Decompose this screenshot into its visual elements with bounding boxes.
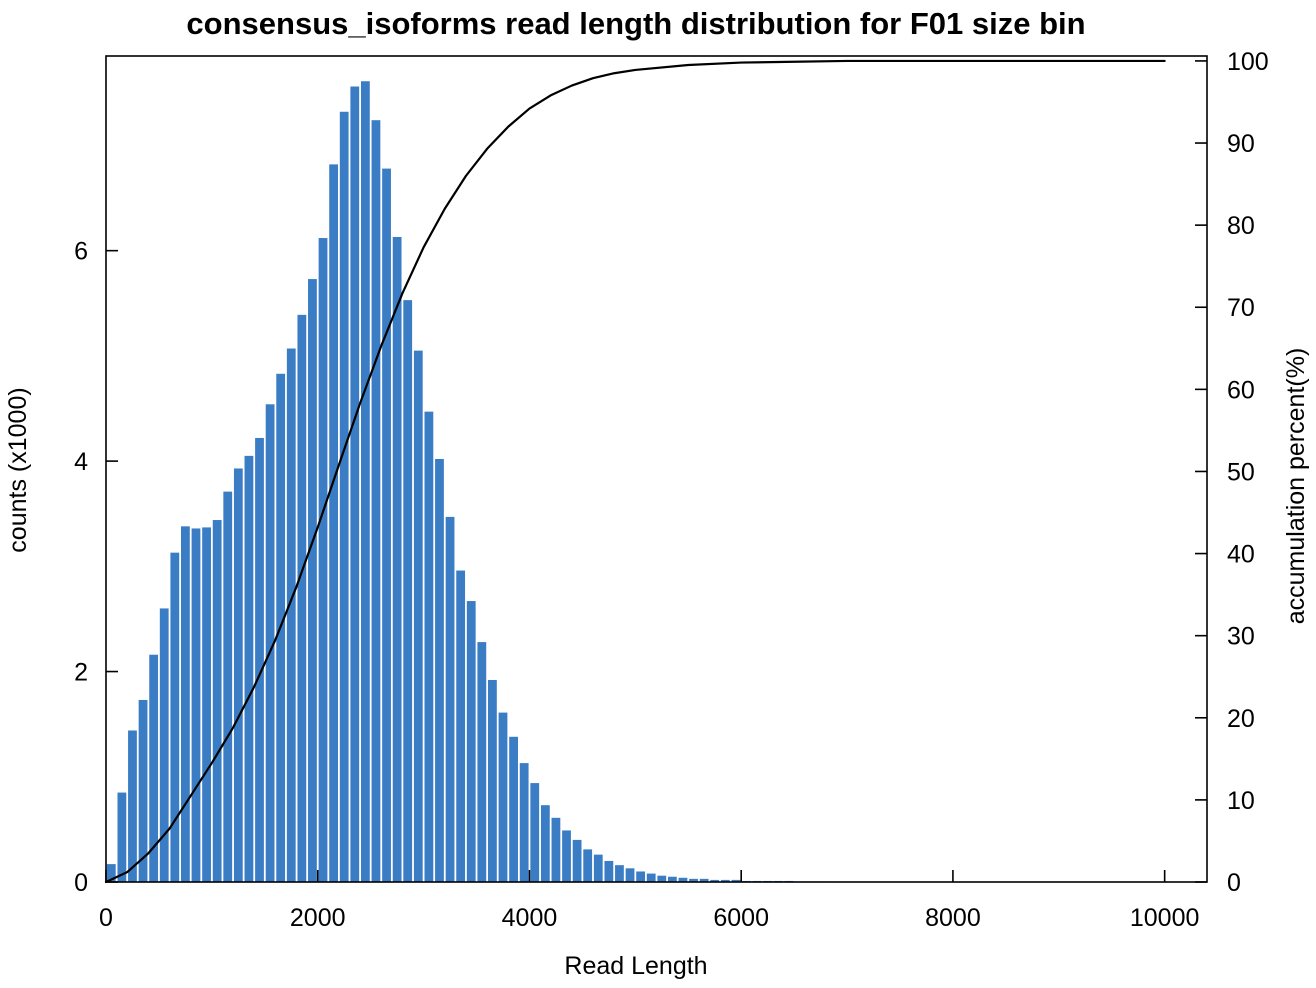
histogram-bar	[593, 854, 603, 882]
histogram-bar	[212, 520, 222, 882]
y2-tick-label: 100	[1227, 48, 1269, 76]
x-tick-label: 0	[99, 904, 113, 932]
histogram-bar	[731, 879, 741, 882]
histogram-bar	[191, 528, 201, 882]
histogram-bar	[509, 736, 518, 882]
histogram-bar	[382, 168, 391, 883]
histogram-bar	[403, 300, 413, 882]
y2-tick-label: 30	[1227, 623, 1255, 651]
histogram-bar	[170, 552, 180, 882]
histogram-bar	[255, 437, 264, 882]
histogram-bar	[583, 849, 593, 882]
histogram-bar	[435, 459, 444, 882]
x-tick-label: 8000	[925, 904, 981, 932]
histogram-bar	[519, 763, 529, 882]
histogram-bar	[625, 868, 635, 882]
y2-tick-label: 80	[1227, 212, 1255, 240]
x-tick-label: 10000	[1130, 904, 1200, 932]
histogram-bar	[106, 864, 116, 882]
x-axis-label: Read Length	[564, 952, 707, 980]
histogram-bar	[636, 871, 646, 882]
y2-axis-label: accumulation percent(%)	[1282, 348, 1310, 625]
histogram-bar	[530, 783, 540, 882]
y-axis-label: counts (x1000)	[4, 387, 32, 552]
histogram-bar	[233, 468, 243, 882]
histogram-bar	[308, 279, 317, 882]
histogram-bar	[646, 873, 656, 882]
histogram-bar	[117, 792, 127, 882]
histogram-bar	[286, 348, 296, 882]
histogram-bar	[498, 712, 508, 882]
y-tick-label: 4	[74, 448, 88, 476]
histogram-bar	[318, 238, 328, 883]
histogram-bar	[128, 730, 137, 882]
histogram-bar	[223, 491, 233, 882]
x-tick-label: 2000	[290, 904, 346, 932]
histogram-bar	[202, 527, 211, 882]
histogram-bar	[689, 878, 698, 882]
y-axis-right: 0 10 20 30 40 50 60 70 80 90 100	[1195, 48, 1269, 897]
histogram-bar	[445, 516, 455, 882]
y2-tick-label: 20	[1227, 705, 1255, 733]
histogram-bar	[424, 411, 434, 882]
histogram-bar	[615, 865, 624, 882]
histogram-bar	[297, 314, 307, 883]
y-tick-label: 6	[74, 238, 88, 266]
y2-tick-label: 70	[1227, 294, 1255, 322]
histogram-bar	[265, 404, 275, 882]
cumulative-percent-line	[104, 59, 1166, 884]
histogram-bar	[339, 111, 349, 882]
histogram-bar	[710, 879, 720, 882]
histogram-bar	[488, 679, 497, 882]
histogram-bar	[562, 830, 571, 882]
histogram-bar	[181, 526, 190, 882]
y2-tick-label: 60	[1227, 376, 1255, 404]
histogram-bar	[360, 81, 370, 882]
y-tick-label: 2	[74, 659, 88, 687]
histogram-bar	[149, 654, 159, 882]
histogram-bar	[244, 455, 254, 882]
histogram-bar	[329, 164, 339, 882]
y2-tick-label: 10	[1227, 787, 1255, 815]
y2-tick-label: 90	[1227, 130, 1255, 158]
histogram-bar	[720, 879, 730, 882]
histogram-bar	[540, 805, 550, 882]
histogram-bar	[159, 608, 169, 882]
histogram-bar	[413, 350, 423, 882]
histogram-bar	[138, 699, 148, 882]
y-tick-label: 0	[74, 869, 88, 897]
y2-tick-label: 0	[1227, 869, 1241, 897]
y2-tick-label: 40	[1227, 541, 1255, 569]
histogram-bar	[477, 642, 487, 882]
bars-layer	[106, 81, 963, 883]
histogram-bar	[551, 817, 561, 882]
histogram-bar	[604, 860, 614, 882]
histogram-bar	[699, 878, 709, 882]
y-axis-left: 0 2 4 6	[74, 238, 118, 897]
x-tick-label: 6000	[713, 904, 769, 932]
histogram-bar	[392, 236, 402, 883]
y2-tick-label: 50	[1227, 458, 1255, 486]
plot-frame	[105, 55, 1208, 883]
cumulative-line-layer	[104, 59, 1166, 884]
histogram-bar	[667, 876, 677, 882]
chart-title: consensus_isoforms read length distribut…	[186, 6, 1085, 41]
x-tick-label: 4000	[502, 904, 558, 932]
histogram-bar	[657, 875, 667, 882]
histogram-bar	[466, 601, 476, 882]
histogram-bar	[572, 839, 582, 882]
x-axis: 0 2000 4000 6000 8000 10000	[99, 870, 1199, 932]
histogram-bar	[456, 570, 466, 882]
histogram-bar	[678, 877, 688, 882]
histogram-bar	[350, 86, 360, 882]
histogram-bar	[371, 120, 381, 882]
